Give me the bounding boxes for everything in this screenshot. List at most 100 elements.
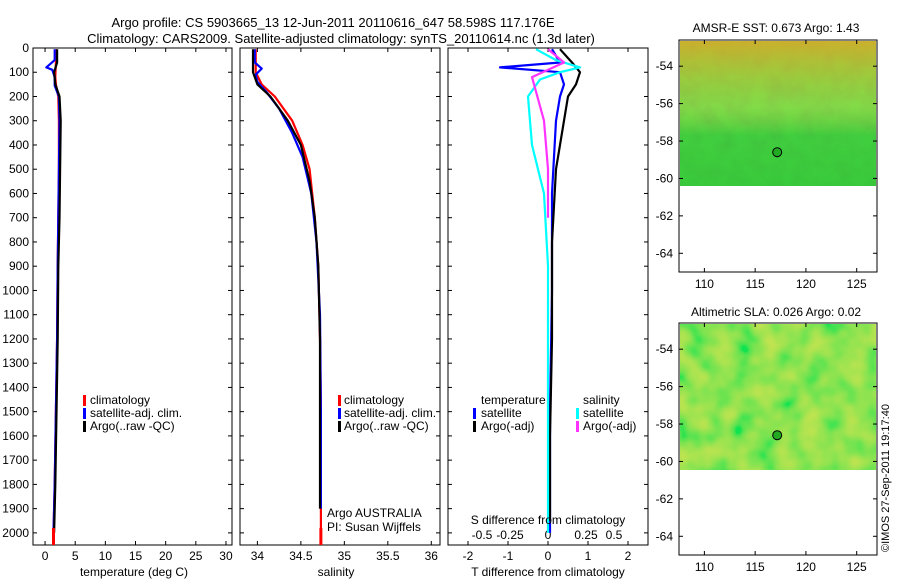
figure-title-line2: Climatology: CARS2009. Satellite-adjuste…: [87, 31, 595, 46]
difference-panel: -2 -1 0 1 2 -0.5 -0.25 0 0.25 0.5 S difference fr…: [447, 47, 649, 579]
map-lon-label: 115: [746, 560, 765, 574]
legend-label-t-satellite: satellite: [481, 406, 522, 420]
sla-argo-location-marker: [772, 430, 783, 441]
map-lat-label: -54: [656, 342, 674, 356]
y-tick-label: 1500: [2, 405, 29, 419]
x-tick-label: 15: [129, 549, 143, 563]
x-tick-label: 36: [425, 549, 439, 563]
salinity-annotation-line1: Argo AUSTRALIA: [327, 506, 422, 520]
salinity-legend: climatology satellite-adj. clim. Argo(..…: [338, 393, 436, 433]
x-tick-label: 34.5: [289, 549, 313, 563]
y-tick-label: 100: [9, 65, 29, 79]
map-lat-label: -60: [656, 454, 674, 468]
temperature-panel: 0100200300400500600700800900100011001200…: [2, 41, 233, 579]
map-lat-label: -62: [656, 492, 674, 506]
salinity-panel: 34 34.5 35 35.5 36 salinity climatology sate…: [239, 47, 441, 579]
y-tick-label: 2000: [2, 526, 29, 540]
x-tick-label: 2: [625, 549, 632, 563]
y-tick-label: 0: [22, 41, 29, 55]
legend-swatch-argo: [338, 421, 341, 432]
legend-title-temperature: temperature: [481, 393, 546, 407]
legend-swatch-climatology: [83, 395, 86, 406]
legend-label-argo: Argo(..raw -QC): [344, 419, 429, 433]
temperature-legend: climatology satellite-adj. clim. Argo(..…: [83, 393, 182, 433]
legend-label-s-satellite: satellite: [583, 406, 624, 420]
top-x-tick-label: 0: [545, 528, 552, 542]
y-tick-label: 400: [9, 138, 29, 152]
x-tick-label: 0: [42, 549, 49, 563]
sst-argo-location-marker: [772, 147, 783, 158]
map-lat-label: -56: [656, 97, 674, 111]
y-tick-label: 800: [9, 235, 29, 249]
x-tick-label: 5: [72, 549, 79, 563]
legend-label-climatology: climatology: [344, 393, 404, 407]
figure-title-line1: Argo profile: CS 5903665_13 12-Jun-2011 …: [111, 15, 554, 30]
top-x-tick-label: -0.5: [472, 528, 493, 542]
top-x-tick-label: 0.5: [606, 528, 623, 542]
difference-xlabel: T difference from climatology: [471, 565, 625, 579]
x-tick-label: 34: [251, 549, 265, 563]
legend-label-t-argo: Argo(-adj): [481, 419, 534, 433]
sst-map-panel: AMSR-E SST: 0.673 Argo: 1.43 -54 -56 -58 -6…: [656, 21, 878, 291]
y-tick-label: 600: [9, 186, 29, 200]
y-tick-label: 1000: [2, 283, 29, 297]
map-lat-label: -64: [656, 529, 674, 543]
map-lat-label: -60: [656, 171, 674, 185]
map-lat-label: -56: [656, 380, 674, 394]
map-lat-label: -64: [656, 246, 674, 260]
legend-swatch-t-argo: [473, 421, 476, 432]
y-tick-label: 900: [9, 259, 29, 273]
legend-label-satellite: satellite-adj. clim.: [344, 406, 436, 420]
x-tick-label: -1: [503, 549, 514, 563]
sla-map-texture: [680, 324, 876, 470]
imos-credit: ©IMOS 27-Sep-2011 19:17:40: [880, 404, 892, 552]
y-tick-label: 1400: [2, 380, 29, 394]
difference-legend: temperature salinity satellite Argo(-adj…: [473, 393, 636, 433]
x-tick-label: 20: [159, 549, 173, 563]
series-line-s-argo-adj-: [530, 48, 566, 218]
x-tick-label: 10: [99, 549, 113, 563]
map-lat-label: -54: [656, 59, 674, 73]
legend-swatch-climatology: [338, 395, 341, 406]
top-x-tick-label: -0.25: [496, 528, 524, 542]
map-lon-label: 120: [796, 560, 816, 574]
sst-map-title: AMSR-E SST: 0.673 Argo: 1.43: [693, 21, 860, 35]
legend-label-argo: Argo(..raw -QC): [90, 419, 175, 433]
map-lat-label: -62: [656, 209, 674, 223]
map-lat-label: -58: [656, 134, 674, 148]
y-tick-label: 1800: [2, 477, 29, 491]
legend-swatch-s-argo: [576, 421, 579, 432]
salinity-plot-frame: [239, 47, 441, 546]
legend-label-climatology: climatology: [90, 393, 150, 407]
series-line-argo-raw-qc-: [52, 49, 62, 533]
salinity-annotation-line2: PI: Susan Wijffels: [327, 520, 421, 534]
x-tick-label: 35: [338, 549, 352, 563]
y-tick-label: 1100: [3, 308, 29, 322]
map-lat-label: -58: [656, 417, 674, 431]
legend-label-s-argo: Argo(-adj): [583, 419, 636, 433]
y-tick-label: 500: [9, 162, 29, 176]
y-tick-label: 1600: [2, 429, 29, 443]
legend-swatch-satellite: [83, 408, 86, 419]
y-tick-label: 1300: [2, 356, 29, 370]
y-tick-label: 1900: [2, 502, 29, 516]
x-tick-label: -2: [463, 549, 474, 563]
legend-swatch-s-satellite: [576, 408, 579, 419]
y-tick-label: 200: [9, 89, 29, 103]
difference-top-xlabel: S difference from climatology: [471, 513, 626, 527]
map-lon-label: 110: [695, 277, 714, 291]
y-tick-label: 300: [9, 114, 29, 128]
x-tick-label: 30: [219, 549, 233, 563]
map-lon-label: 115: [746, 277, 765, 291]
legend-label-satellite: satellite-adj. clim.: [90, 406, 182, 420]
map-lon-label: 120: [796, 277, 816, 291]
map-lon-label: 125: [847, 560, 867, 574]
sla-map-title: Altimetric SLA: 0.026 Argo: 0.02: [691, 305, 861, 319]
y-tick-label: 1200: [2, 332, 29, 346]
temperature-plot-frame: [32, 47, 233, 546]
temperature-xlabel: temperature (deg C): [80, 565, 188, 579]
salinity-xlabel: salinity: [318, 565, 355, 579]
series-line-argo-raw-qc-: [251, 49, 322, 509]
y-tick-label: 1700: [2, 453, 29, 467]
